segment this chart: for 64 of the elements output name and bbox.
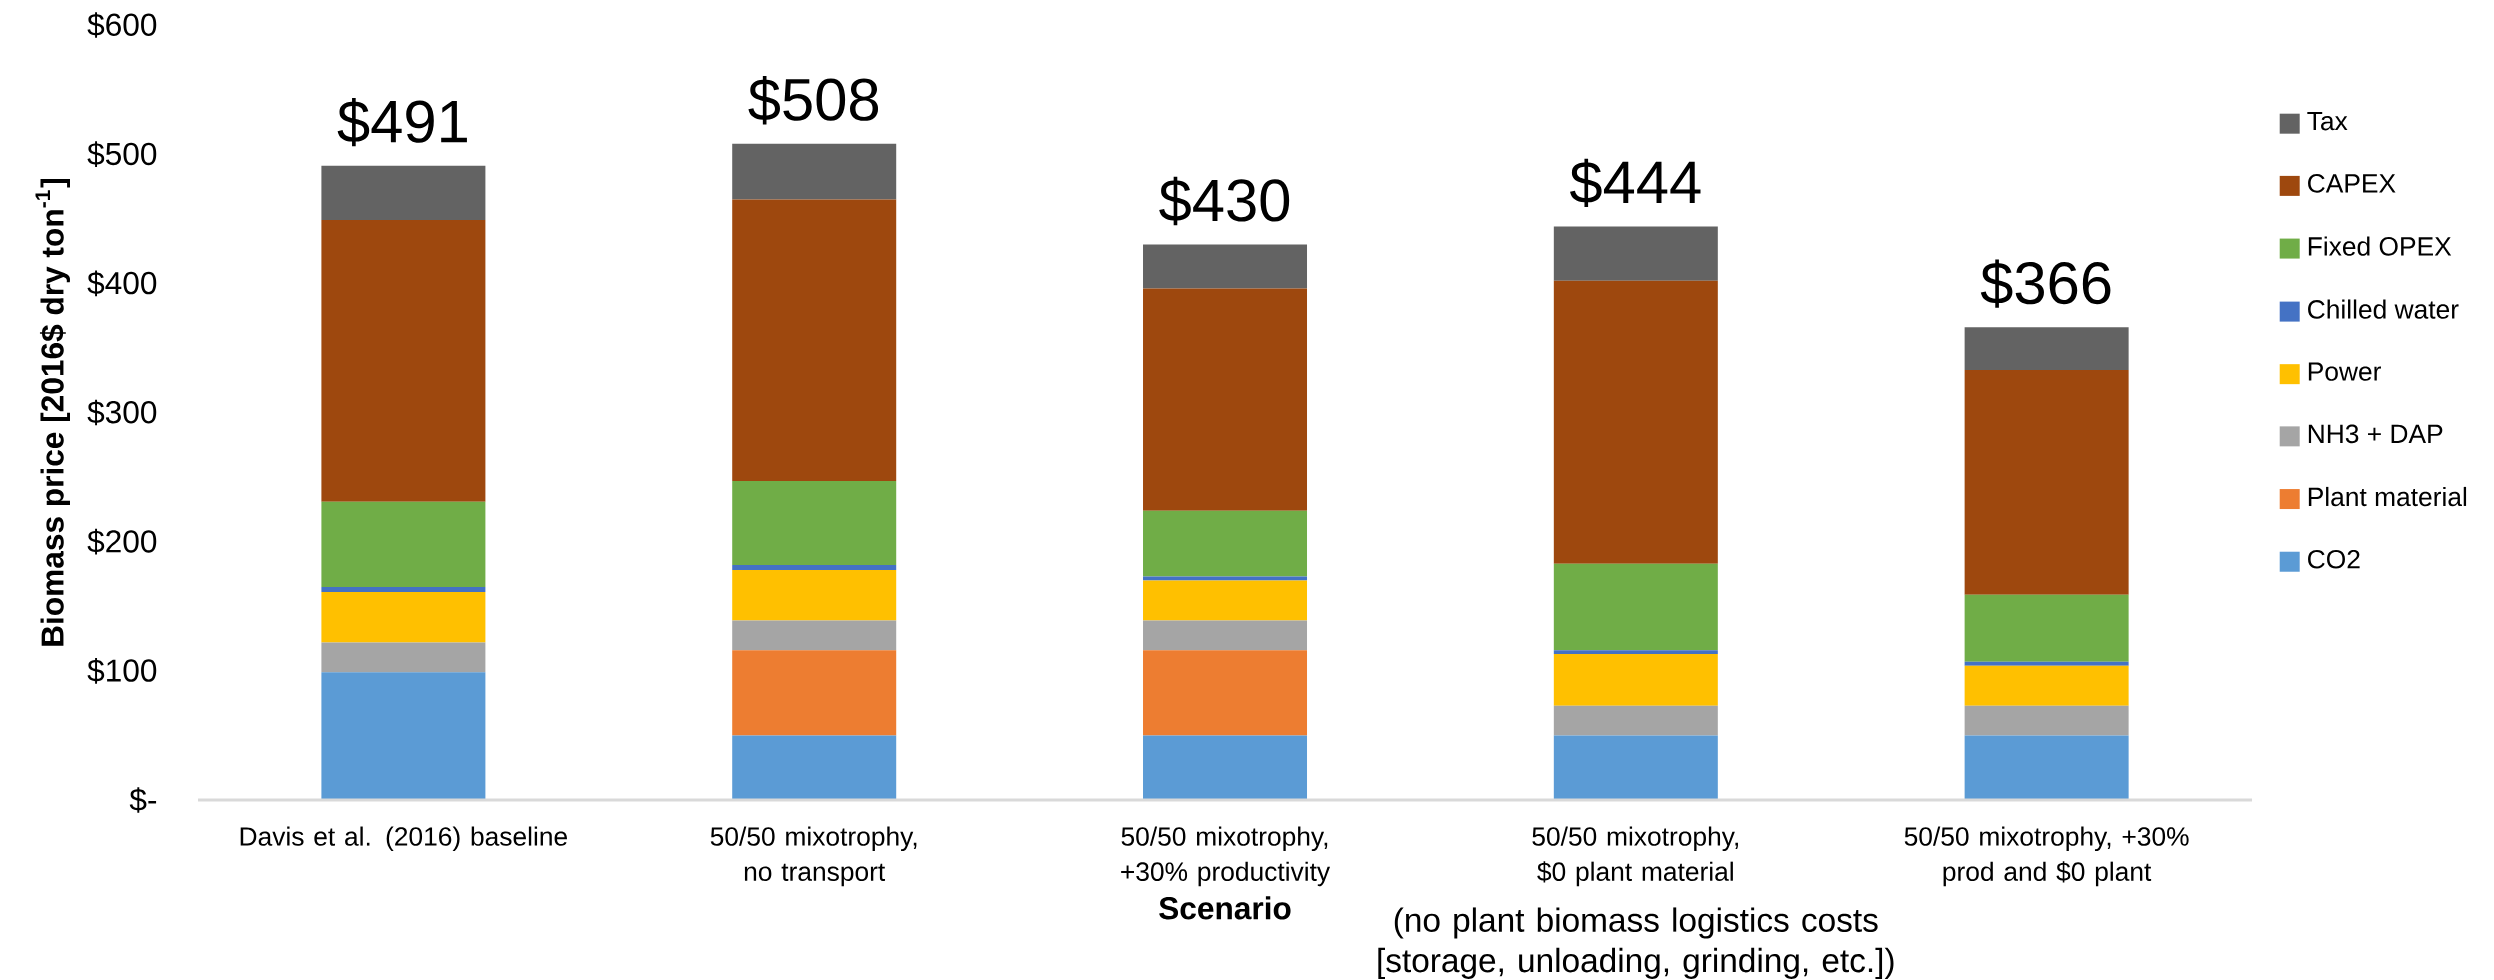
bar (321, 642, 486, 673)
bar (1143, 735, 1308, 801)
bar (1964, 327, 2129, 370)
y-tick-label: $500 (87, 141, 157, 167)
bar (321, 165, 486, 221)
bar (1964, 665, 2129, 706)
total-label: $430 (1159, 176, 1290, 226)
bar (1553, 563, 1718, 651)
x-tick-label: 50/50 mixotrophy, no transport (710, 826, 917, 887)
y-tick-label: $300 (87, 399, 157, 426)
bar (1553, 280, 1718, 564)
bar (321, 501, 486, 587)
bar (732, 650, 897, 736)
bar (732, 570, 897, 621)
bar (1964, 369, 2129, 595)
bar (1143, 580, 1308, 621)
total-label: $508 (748, 76, 879, 125)
legend-label: CO2 (2308, 549, 2360, 569)
legend-label: Power (2308, 362, 2381, 381)
bar (1553, 735, 1718, 801)
y-tick-label: $200 (87, 528, 157, 555)
bar (1143, 288, 1308, 511)
legend-label: Plant material (2308, 486, 2467, 507)
legend-label: Tax (2307, 111, 2348, 131)
y-tick-label: $100 (87, 658, 157, 684)
bar (1143, 650, 1308, 736)
legend-label: Fixed OPEX (2308, 236, 2452, 256)
bar (321, 672, 486, 801)
legend-label: NH3 + DAP (2308, 424, 2443, 444)
bar (732, 620, 897, 651)
bar (732, 480, 897, 565)
x-tick-label: Davis et al. (2016) baseline (240, 826, 567, 852)
bar (1553, 705, 1718, 736)
bar (321, 220, 486, 502)
bar (732, 564, 897, 571)
bar (732, 143, 897, 200)
bar (1964, 735, 2129, 801)
y-tick-label: $600 (87, 12, 157, 38)
bar (732, 735, 897, 801)
bar (1143, 620, 1308, 651)
bar (1143, 510, 1308, 577)
y-tick-label: $400 (87, 270, 157, 297)
bar (321, 586, 486, 593)
x-tick-label: 50/50 mixotrophy, $0 plant material (1532, 826, 1738, 887)
bar (321, 592, 486, 643)
legend-label: Chilled water (2308, 299, 2459, 319)
bar (1964, 661, 2129, 666)
x-tick-label: 50/50 mixotrophy, +30% productivity (1121, 826, 1331, 887)
total-label: $491 (337, 98, 467, 147)
bar (1553, 650, 1718, 655)
bar (1964, 594, 2129, 662)
y-tick-label: $- (129, 787, 157, 813)
bar (1964, 705, 2129, 736)
bar (1553, 654, 1718, 706)
bar (732, 199, 897, 481)
total-label: $444 (1570, 158, 1701, 208)
text: (no plant biomass logistics costs [storage, unloading, grinding, etc.]) (1378, 907, 1894, 979)
x-axis-title: Scenario (1159, 896, 1291, 920)
bar (1553, 226, 1718, 281)
y-axis-title: Biomass price [2016$ dry ton$^{-1}$] (35, 179, 70, 646)
legend-label: CAPEX (2308, 174, 2396, 193)
x-tick-label: 50/50 mixotrophy, +30% prod and $0 plant (1904, 826, 2189, 887)
total-label: $366 (1980, 259, 2111, 308)
bar (1143, 244, 1308, 289)
